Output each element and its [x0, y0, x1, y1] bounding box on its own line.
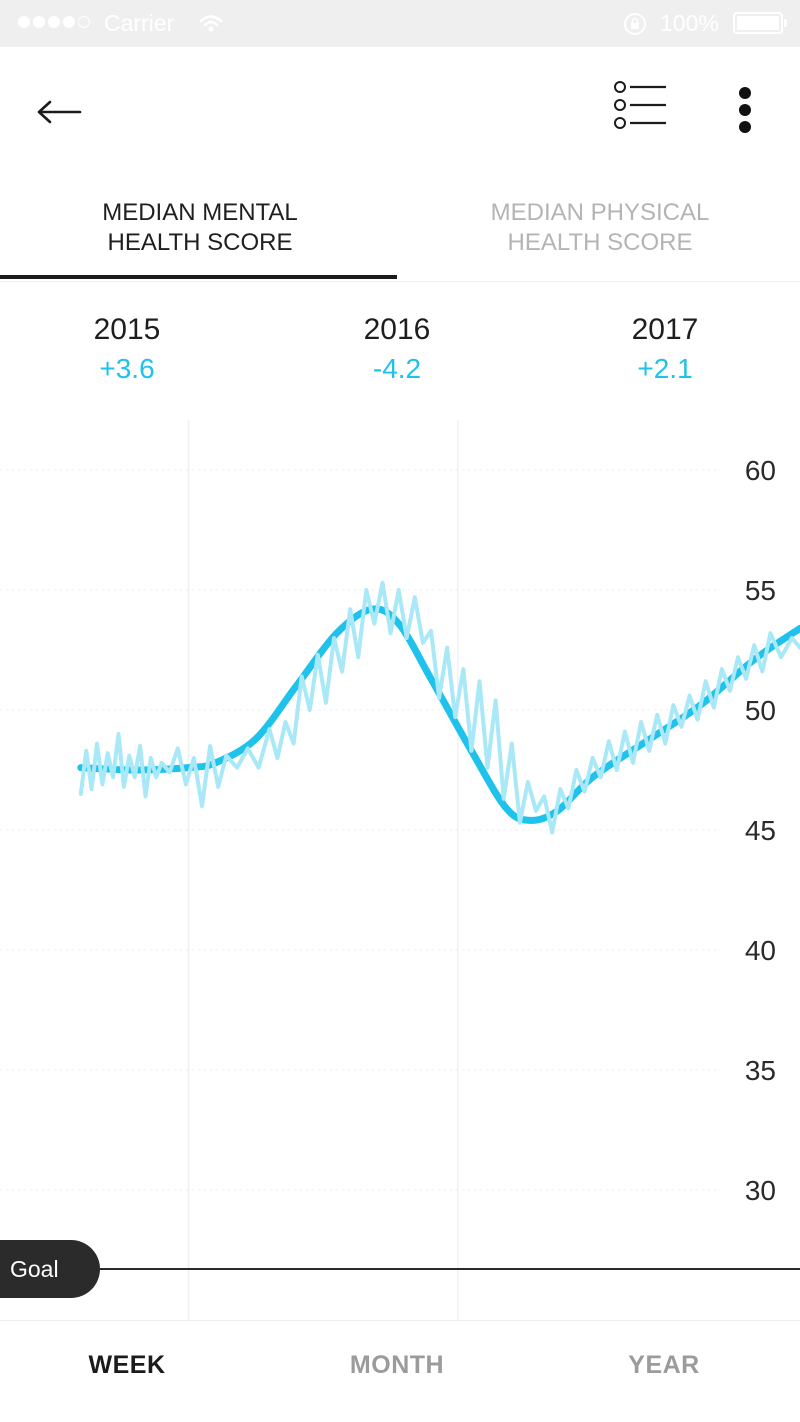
signal-dots-icon: [18, 16, 90, 28]
goal-label: Goal: [10, 1256, 59, 1282]
battery-icon: [733, 12, 783, 34]
more-options-button[interactable]: [724, 81, 766, 141]
tab-label-line2: HEALTH SCORE: [400, 228, 800, 258]
tab-week[interactable]: WEEK: [0, 1351, 257, 1380]
y-tick-label: 40: [745, 935, 776, 966]
y-tick-label: 60: [745, 455, 776, 486]
year-column-2017[interactable]: 2017 +2.1: [565, 310, 765, 388]
year-column-2016[interactable]: 2016 -4.2: [297, 310, 497, 388]
y-tick-label: 50: [745, 695, 776, 726]
battery-tip: [784, 19, 787, 27]
year-column-2015[interactable]: 2015 +3.6: [27, 310, 227, 388]
metric-tabs: MEDIAN MENTAL HEALTH SCORE MEDIAN PHYSIC…: [0, 180, 800, 282]
tab-label-line1: MEDIAN PHYSICAL: [400, 198, 800, 228]
chart-svg: 60 55 50 45 40 35 30: [0, 410, 800, 1320]
goal-line: [100, 1268, 800, 1270]
range-tabs: WEEK MONTH YEAR: [0, 1320, 800, 1422]
health-score-chart[interactable]: 60 55 50 45 40 35 30 Goal: [0, 410, 800, 1320]
year-label: 2017: [565, 310, 765, 350]
year-summary: 2015 +3.6 2016 -4.2 2017 +2.1: [0, 310, 800, 400]
goal-badge[interactable]: Goal: [0, 1240, 100, 1298]
y-tick-label: 45: [745, 815, 776, 846]
carrier-name: Carrier: [104, 10, 174, 37]
back-arrow-icon: [30, 87, 90, 137]
tab-year[interactable]: YEAR: [534, 1351, 794, 1380]
year-delta: +3.6: [27, 350, 227, 388]
y-tick-label: 30: [745, 1175, 776, 1206]
year-delta: -4.2: [297, 350, 497, 388]
wifi-icon: [198, 12, 224, 34]
toolbar: [0, 47, 800, 177]
tab-median-physical-health[interactable]: MEDIAN PHYSICAL HEALTH SCORE: [400, 198, 800, 278]
tab-month[interactable]: MONTH: [267, 1351, 527, 1380]
list-view-button[interactable]: [606, 77, 674, 137]
rotation-lock-icon: [622, 11, 648, 37]
y-tick-label: 55: [745, 575, 776, 606]
tab-median-mental-health[interactable]: MEDIAN MENTAL HEALTH SCORE: [0, 198, 400, 278]
list-icon: [606, 77, 674, 137]
active-tab-indicator: [0, 275, 397, 279]
y-tick-label: 35: [745, 1055, 776, 1086]
year-delta: +2.1: [565, 350, 765, 388]
year-label: 2016: [297, 310, 497, 350]
more-vertical-icon: [724, 81, 766, 141]
status-bar: Carrier 100%: [0, 0, 800, 47]
back-button[interactable]: [30, 87, 90, 137]
year-label: 2015: [27, 310, 227, 350]
tab-label-line2: HEALTH SCORE: [0, 228, 400, 258]
tab-label-line1: MEDIAN MENTAL: [0, 198, 400, 228]
battery-percent: 100%: [660, 10, 719, 37]
